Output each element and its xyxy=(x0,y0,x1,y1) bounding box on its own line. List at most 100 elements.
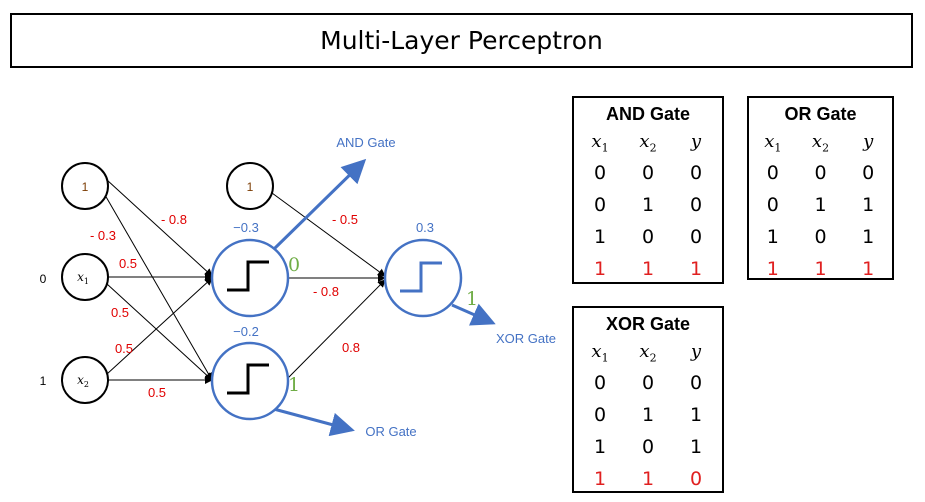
cell: 0 xyxy=(593,372,607,394)
cell: 0 xyxy=(814,162,827,184)
table-title: AND Gate xyxy=(605,104,690,124)
cell: 1 xyxy=(689,258,703,280)
hidden-bias-label: 1 xyxy=(247,180,254,194)
table-row: 0 1 1 xyxy=(576,399,720,431)
label-xor: XOR Gate xyxy=(496,331,556,346)
node-output xyxy=(383,238,463,318)
cell: 1 xyxy=(766,258,779,280)
output-h1: 0 xyxy=(288,254,300,276)
arrow-xor xyxy=(451,303,496,326)
weight: 0.5 xyxy=(119,256,137,271)
column-header: x1 xyxy=(764,131,782,155)
step-icon xyxy=(227,363,269,395)
x2-value: 1 xyxy=(40,374,47,388)
step-icon xyxy=(400,261,442,293)
edge-x2-h1 xyxy=(106,277,213,375)
table-row: 0 0 0 xyxy=(576,157,720,189)
truth-table: XOR Gate x1 x2 y 0 0 0 0 1 1 1 0 1 1 1 0 xyxy=(572,306,724,493)
arrow-and xyxy=(272,158,367,251)
node-x2 xyxy=(61,356,109,404)
column-header: x2 xyxy=(639,341,657,365)
table-row: 1 0 0 xyxy=(576,221,720,253)
column-header: y xyxy=(690,131,702,153)
cell: 0 xyxy=(766,194,779,216)
edge-x1-h2 xyxy=(106,283,213,381)
cell: 1 xyxy=(641,404,655,426)
table-row: 0 1 0 xyxy=(576,189,720,221)
node-h2 xyxy=(210,341,290,421)
cell: 0 xyxy=(641,162,655,184)
weight: - 0.8 xyxy=(313,284,339,299)
x1-value: 0 xyxy=(40,272,47,286)
truth-table: OR Gate x1 x2 y 0 0 0 0 1 1 1 0 1 1 1 1 xyxy=(747,96,894,280)
column-header: x1 xyxy=(591,341,609,365)
weight: 0.5 xyxy=(115,341,133,356)
cell: 0 xyxy=(689,226,703,248)
cell: 0 xyxy=(766,162,779,184)
cell: 1 xyxy=(593,436,607,458)
cell: 1 xyxy=(593,468,607,490)
cell: 0 xyxy=(593,194,607,216)
output-out: 1 xyxy=(466,288,478,310)
cell: 1 xyxy=(593,226,607,248)
x1-label: x1 xyxy=(77,270,89,286)
output-h2: 1 xyxy=(288,374,300,396)
column-header: y xyxy=(863,131,874,153)
step-icon xyxy=(227,260,269,292)
cell: 0 xyxy=(862,162,875,184)
cell: 0 xyxy=(689,372,703,394)
weight: - 0.5 xyxy=(332,212,358,227)
label-or: OR Gate xyxy=(365,424,416,439)
weight: 0.8 xyxy=(342,340,360,355)
cell: 0 xyxy=(641,372,655,394)
cell: 1 xyxy=(862,194,875,216)
column-header: x2 xyxy=(811,131,830,155)
table-row: 1 1 1 xyxy=(749,253,892,285)
cell: 1 xyxy=(641,468,655,490)
weight: - 0.8 xyxy=(161,212,187,227)
table-title: XOR Gate xyxy=(605,314,691,334)
cell: 0 xyxy=(641,436,655,458)
cell: 1 xyxy=(641,194,655,216)
threshold: −0.3 xyxy=(233,220,259,235)
cell: 1 xyxy=(814,194,827,216)
cell: 0 xyxy=(814,226,827,248)
table-row: 1 0 1 xyxy=(749,221,892,253)
edge-h2-out xyxy=(287,279,386,379)
node-h1 xyxy=(210,238,290,318)
table-row: 1 1 0 xyxy=(576,463,720,495)
cell: 1 xyxy=(814,258,827,280)
weight: - 0.3 xyxy=(90,228,116,243)
cell: 1 xyxy=(689,436,703,458)
table-row: 1 0 1 xyxy=(576,431,720,463)
truth-table: AND Gate x1 x2 y 0 0 0 0 1 0 1 0 0 1 1 1 xyxy=(572,96,724,284)
cell: 1 xyxy=(641,258,655,280)
cell: 0 xyxy=(641,226,655,248)
bias-label: 1 xyxy=(82,180,89,194)
column-header: y xyxy=(690,341,702,363)
table-row: 0 0 0 xyxy=(749,157,892,189)
node-input-bias xyxy=(61,162,109,210)
cell: 1 xyxy=(766,226,779,248)
edge-hbias-out xyxy=(271,192,386,277)
weight: 0.5 xyxy=(111,305,129,320)
label-and: AND Gate xyxy=(336,135,395,150)
column-header: x1 xyxy=(591,131,609,155)
cell: 0 xyxy=(689,468,703,490)
threshold: −0.2 xyxy=(233,324,259,339)
cell: 0 xyxy=(689,194,703,216)
edge-bias-h1 xyxy=(106,179,213,277)
column-header: x2 xyxy=(639,131,657,155)
cell: 1 xyxy=(689,404,703,426)
edge-bias-h2 xyxy=(104,194,213,381)
x2-label: x2 xyxy=(77,373,89,389)
weight: 0.5 xyxy=(148,385,166,400)
table-row: 0 0 0 xyxy=(576,367,720,399)
arrow-or xyxy=(269,406,355,437)
cell: 0 xyxy=(593,162,607,184)
table-title: OR Gate xyxy=(784,104,857,124)
cell: 1 xyxy=(862,226,875,248)
threshold: 0.3 xyxy=(416,220,434,235)
node-hidden-bias xyxy=(226,162,274,210)
